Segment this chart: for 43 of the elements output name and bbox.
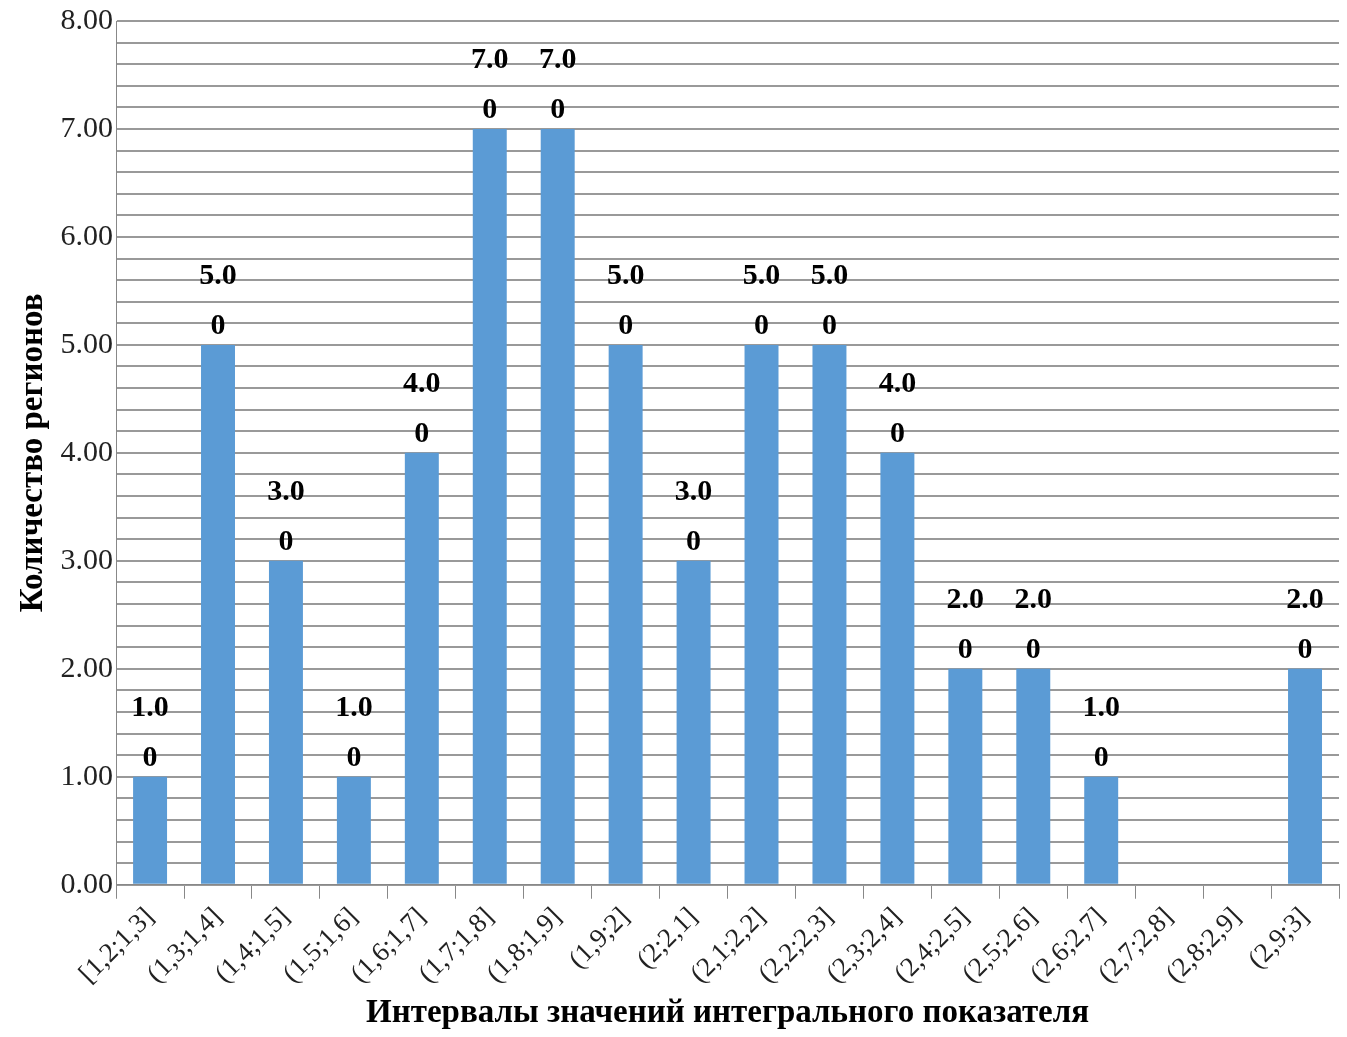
y-axis-title: Количество регионов [13,293,50,613]
data-label: 1.00 [131,688,169,772]
y-tick-label: 4.00 [60,433,114,467]
y-tick-label: 2.00 [60,649,114,683]
bar [336,776,371,884]
bar [1016,668,1051,884]
bar [812,344,847,884]
data-label: 4.00 [878,364,917,448]
data-label: 3.00 [674,472,713,556]
bar [472,128,507,884]
data-label: 5.00 [742,256,781,340]
bar [201,344,235,884]
y-tick-label: 7.00 [60,109,114,143]
bar [1084,776,1119,884]
data-label: 7.00 [471,40,509,124]
y-tick-label: 5.00 [60,325,114,359]
data-label: 7.00 [538,40,577,124]
bar [540,128,575,884]
data-label: 2.00 [946,580,985,664]
bar [744,344,779,884]
data-label: 5.00 [199,256,237,340]
bar [268,560,303,884]
data-label: 1.00 [1082,688,1120,772]
bar [948,668,983,884]
data-label: 5.00 [810,256,849,340]
y-tick-label: 6.00 [60,217,114,251]
bar [1288,668,1323,884]
bar [880,452,915,884]
data-label: 4.00 [403,364,441,448]
bar [404,452,439,884]
x-axis-title: Интервалы значений интегрального показателя [366,992,1090,1029]
data-label: 2.00 [1014,580,1053,664]
y-tick-label: 8.00 [60,1,114,35]
bar [608,344,643,884]
bar [133,776,168,884]
data-label: 2.00 [1286,580,1324,664]
y-tick-label: 0.00 [60,865,114,899]
data-label: 3.00 [267,472,305,556]
bar [676,560,711,884]
y-tick-label: 1.00 [60,757,114,791]
data-label: 5.00 [606,256,645,340]
y-tick-label: 3.00 [60,541,114,575]
data-label: 1.00 [335,688,373,772]
